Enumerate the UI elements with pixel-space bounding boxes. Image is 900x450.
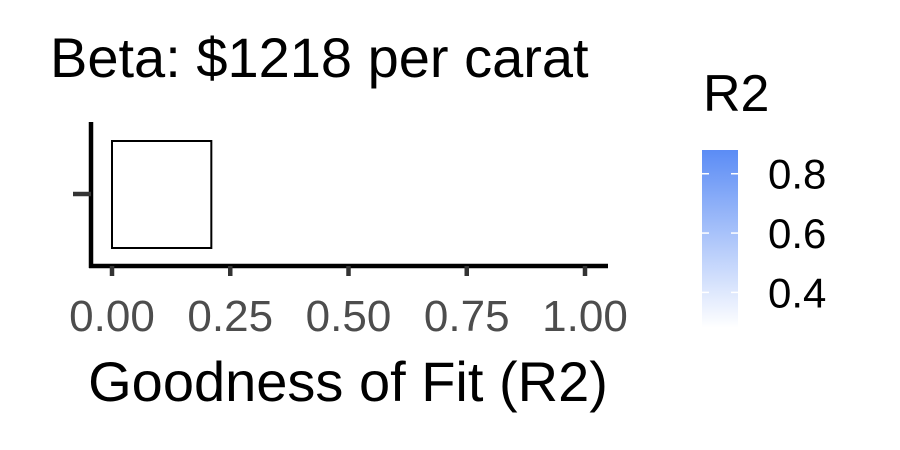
x-tick-label: 1.00 <box>542 292 628 341</box>
chart-title: Beta: $1218 per carat <box>50 26 589 89</box>
legend-colorbar <box>702 150 738 328</box>
x-tick-label: 0.75 <box>424 292 510 341</box>
legend-label: 0.4 <box>768 269 826 316</box>
legend-label: 0.8 <box>768 151 826 198</box>
bars-layer <box>111 140 213 249</box>
x-axis-title: Goodness of Fit (R2) <box>88 350 608 413</box>
plot-panel: 0.00 0.25 0.50 0.75 1.00 <box>69 122 628 341</box>
bar-0 <box>111 140 213 249</box>
x-tick-label: 0.50 <box>306 292 392 341</box>
x-tick-label: 0.00 <box>69 292 155 341</box>
color-legend: R2 0.8 0.6 0.4 <box>702 65 826 328</box>
legend-label: 0.6 <box>768 210 826 257</box>
legend-title: R2 <box>703 65 769 123</box>
x-ticks-layer: 0.00 0.25 0.50 0.75 1.00 <box>69 266 628 341</box>
x-tick-label: 0.25 <box>187 292 273 341</box>
legend-ticks-layer: 0.8 0.6 0.4 <box>702 151 826 316</box>
